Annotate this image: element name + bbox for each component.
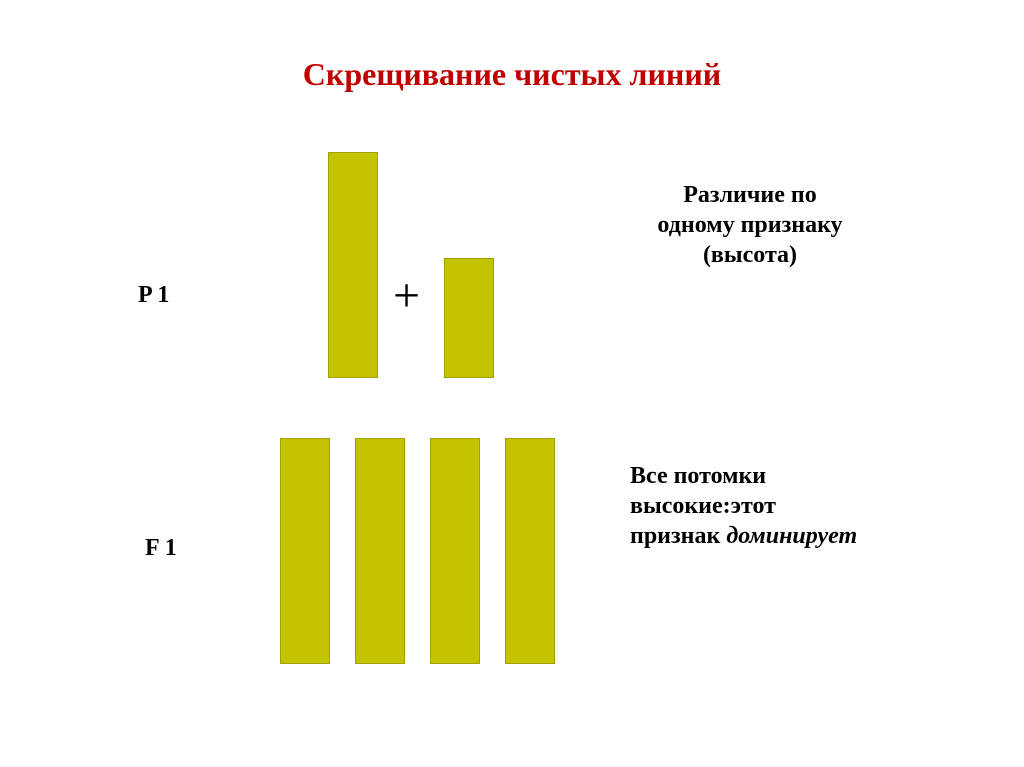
note-difference: Различие поодному признаку(высота) xyxy=(620,180,880,270)
offspring-bar-3 xyxy=(430,438,480,664)
note-dominant-italic: доминирует xyxy=(726,523,857,549)
label-p1: P 1 xyxy=(138,282,169,309)
note-dominant: Все потомки высокие:этот признак доминир… xyxy=(630,461,870,551)
parent-bar-tall xyxy=(328,152,378,378)
offspring-bar-1 xyxy=(280,438,330,664)
offspring-bar-2 xyxy=(355,438,405,664)
offspring-bar-4 xyxy=(505,438,555,664)
label-f1: F 1 xyxy=(145,535,177,562)
plus-symbol: + xyxy=(393,268,420,323)
slide-title: Скрещивание чистых линий xyxy=(0,56,1024,93)
parent-bar-short xyxy=(444,258,494,378)
